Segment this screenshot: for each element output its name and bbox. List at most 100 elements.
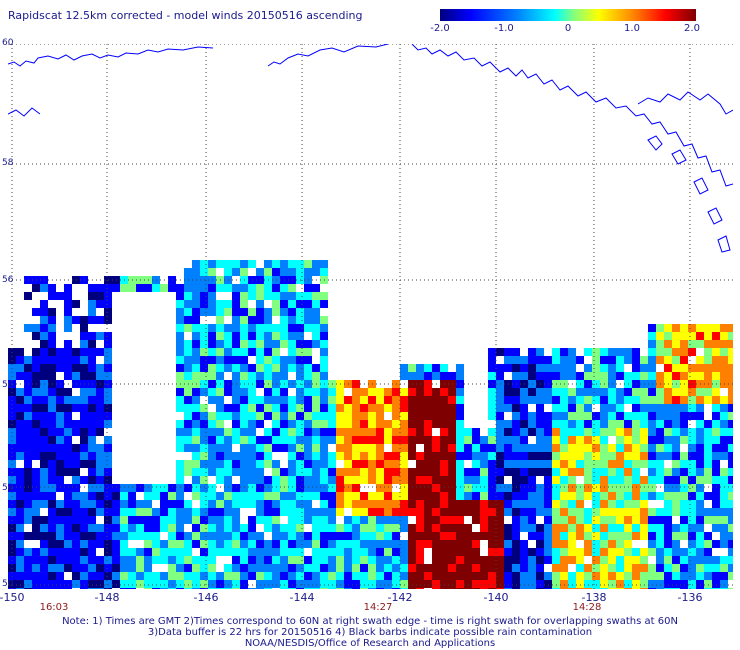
wind-cell [640, 508, 648, 516]
wind-cell [464, 556, 472, 564]
wind-cell [32, 412, 40, 420]
wind-cell [216, 324, 224, 332]
wind-cell [720, 340, 728, 348]
wind-cell [680, 548, 688, 556]
wind-cell [272, 300, 280, 308]
wind-cell [200, 348, 208, 356]
wind-cell [368, 476, 376, 484]
wind-cell [176, 300, 184, 308]
wind-cell [544, 420, 552, 428]
wind-cell [256, 556, 264, 564]
wind-cell [216, 444, 224, 452]
wind-cell [416, 412, 424, 420]
wind-cell [624, 468, 632, 476]
wind-cell [568, 396, 576, 404]
wind-cell [24, 468, 32, 476]
wind-cell [696, 332, 704, 340]
wind-cell [176, 332, 184, 340]
wind-cell [336, 572, 344, 580]
wind-cell [272, 532, 280, 540]
wind-cell [704, 540, 712, 548]
wind-cell [704, 340, 712, 348]
wind-cell [448, 588, 456, 589]
wind-cell [528, 500, 536, 508]
wind-cell [456, 508, 464, 516]
wind-cell [192, 540, 200, 548]
wind-cell [496, 404, 504, 412]
wind-cell [528, 364, 536, 372]
wind-cell [400, 452, 408, 460]
wind-cell [88, 364, 96, 372]
wind-cell [224, 468, 232, 476]
wind-cell [696, 436, 704, 444]
wind-cell [160, 508, 168, 516]
wind-cell [232, 540, 240, 548]
wind-cell [456, 460, 464, 468]
wind-cell [352, 468, 360, 476]
wind-cell [296, 428, 304, 436]
wind-cell [32, 388, 40, 396]
wind-cell [264, 500, 272, 508]
wind-cell [536, 540, 544, 548]
wind-cell [488, 348, 496, 356]
wind-cell [280, 428, 288, 436]
wind-cell [352, 588, 360, 589]
wind-cell [272, 284, 280, 292]
wind-cell [40, 500, 48, 508]
wind-cell [184, 372, 192, 380]
wind-cell [344, 468, 352, 476]
wind-cell [696, 500, 704, 508]
legend-label-neg1: -1.0 [494, 23, 514, 34]
wind-cell [144, 556, 152, 564]
wind-cell [608, 356, 616, 364]
wind-cell [368, 564, 376, 572]
wind-cell [536, 444, 544, 452]
wind-cell [16, 588, 24, 589]
wind-cell [288, 396, 296, 404]
wind-cell [88, 420, 96, 428]
wind-cell [16, 508, 24, 516]
wind-cell [88, 556, 96, 564]
wind-cell [392, 460, 400, 468]
wind-cell [416, 436, 424, 444]
wind-cell [248, 500, 256, 508]
wind-cell [328, 580, 336, 588]
wind-cell [200, 332, 208, 340]
wind-cell [416, 524, 424, 532]
wind-cell [424, 564, 432, 572]
wind-cell [72, 300, 80, 308]
wind-cell [648, 420, 656, 428]
wind-cell [48, 532, 56, 540]
wind-cell [224, 460, 232, 468]
wind-cell [48, 396, 56, 404]
wind-cell [120, 572, 128, 580]
wind-cell [544, 436, 552, 444]
wind-cell [96, 364, 104, 372]
wind-cell [248, 260, 256, 268]
wind-cell [536, 452, 544, 460]
wind-cell [424, 420, 432, 428]
wind-cell [504, 468, 512, 476]
wind-cell [472, 492, 480, 500]
wind-cell [264, 436, 272, 444]
wind-cell [688, 492, 696, 500]
wind-cell [160, 540, 168, 548]
wind-cell [352, 580, 360, 588]
wind-cell [576, 388, 584, 396]
wind-cell [616, 500, 624, 508]
wind-cell [168, 540, 176, 548]
wind-cell [272, 308, 280, 316]
wind-cell [400, 500, 408, 508]
wind-cell [208, 260, 216, 268]
wind-cell [440, 388, 448, 396]
wind-cell [528, 492, 536, 500]
wind-cell [632, 468, 640, 476]
wind-cell [16, 452, 24, 460]
wind-cell [104, 524, 112, 532]
wind-cell [176, 468, 184, 476]
coastline-alaska-east [267, 44, 389, 67]
wind-cell [440, 524, 448, 532]
wind-cell [648, 356, 656, 364]
wind-cell [112, 532, 120, 540]
wind-cell [320, 340, 328, 348]
